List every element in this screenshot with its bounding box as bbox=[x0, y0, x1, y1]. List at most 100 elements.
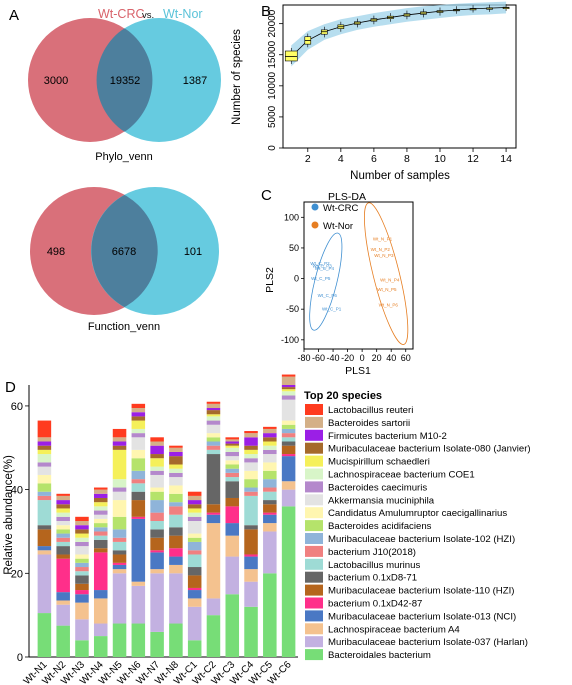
bar-segment bbox=[75, 525, 89, 530]
bar-segment bbox=[56, 529, 70, 534]
y-tick-label: 0 bbox=[267, 145, 278, 151]
bar-segment bbox=[169, 527, 183, 536]
legend-swatch bbox=[305, 404, 323, 415]
x-tick-label: 14 bbox=[500, 153, 512, 165]
bar-segment bbox=[93, 539, 108, 549]
x-tick-label: -80 bbox=[297, 353, 310, 363]
bar-segment bbox=[281, 445, 296, 455]
legend-title: Top 20 species bbox=[304, 390, 382, 402]
x-tick-label: 60 bbox=[401, 353, 411, 363]
bar-segment bbox=[150, 491, 164, 501]
bar-segment bbox=[93, 535, 108, 540]
bar-segment bbox=[75, 590, 89, 595]
bar-segment bbox=[56, 592, 70, 601]
bar-segment bbox=[187, 521, 202, 534]
bar-segment bbox=[75, 537, 89, 542]
bar-segment bbox=[131, 428, 146, 434]
legend: Wt-CRC Wt-Nor bbox=[311, 203, 358, 232]
bar-segment bbox=[169, 477, 183, 486]
bar-segment bbox=[37, 554, 52, 614]
bar-segment bbox=[187, 491, 202, 496]
bar-segment bbox=[112, 623, 127, 657]
bar-segment bbox=[169, 472, 183, 478]
bar-segment bbox=[187, 537, 202, 542]
sample-label: Wt_C_P2 bbox=[310, 261, 330, 266]
bar-segment bbox=[93, 514, 108, 519]
bar-segment bbox=[187, 550, 202, 555]
legend-label: Muribaculaceae bacterium Isolate-110 (HZ… bbox=[328, 586, 514, 597]
legend-marker-nor bbox=[311, 221, 319, 229]
legend-label: Lactobacillus reuteri bbox=[328, 405, 413, 416]
bar-segment bbox=[169, 468, 183, 473]
y-tick-label: 40 bbox=[11, 485, 23, 497]
bar-segment bbox=[131, 623, 146, 657]
bar-segment bbox=[131, 433, 146, 438]
bar-segment bbox=[131, 408, 146, 413]
bar-segment bbox=[187, 495, 202, 501]
bar-segment bbox=[206, 615, 221, 657]
sample-label: Wt_C_P5 bbox=[311, 276, 331, 281]
bar-segment bbox=[150, 529, 164, 538]
legend-label: Bacteroides sartorii bbox=[328, 418, 410, 429]
bar-segment bbox=[75, 541, 89, 547]
bar-segment bbox=[169, 564, 183, 574]
bar-segment bbox=[169, 502, 183, 507]
legend-label: Lachnospiraceae bacterium A4 bbox=[328, 624, 460, 635]
bar-segment bbox=[150, 500, 164, 513]
bar-segment bbox=[93, 531, 108, 536]
bar-segment bbox=[150, 552, 164, 570]
bar-segment bbox=[169, 573, 183, 624]
bar-segment bbox=[93, 493, 108, 498]
bar-segment bbox=[93, 590, 108, 599]
bar-segment bbox=[225, 456, 240, 461]
bar-segment bbox=[206, 512, 221, 515]
bar-segment bbox=[187, 640, 202, 657]
y-tick-label: -50 bbox=[286, 304, 299, 314]
bar-segment bbox=[263, 512, 277, 515]
bar-segment bbox=[281, 454, 296, 457]
bar-segment bbox=[112, 479, 127, 488]
bar-segment bbox=[112, 564, 127, 570]
chart-title: PLS-DA bbox=[328, 191, 366, 203]
bar-segment bbox=[263, 426, 277, 429]
legend-swatch bbox=[305, 636, 323, 648]
bar-segment bbox=[131, 449, 146, 459]
legend-swatch bbox=[305, 468, 323, 480]
bar-segment bbox=[56, 508, 70, 513]
legend-swatch bbox=[305, 494, 323, 506]
bar-segment bbox=[244, 487, 258, 492]
bar-segment bbox=[281, 391, 296, 396]
venn-caption: Function_venn bbox=[88, 321, 160, 333]
bar-segment bbox=[206, 403, 221, 409]
bar-segment bbox=[187, 533, 202, 538]
sample-label: Wt_C_P1 bbox=[322, 306, 342, 311]
sample-label: Wt_N_P3 bbox=[374, 253, 394, 258]
bar-segment bbox=[263, 573, 277, 657]
bar-segment bbox=[37, 420, 52, 438]
bar-segment bbox=[75, 562, 89, 568]
bar-segment bbox=[244, 445, 258, 450]
bar-segment bbox=[263, 470, 277, 480]
x-tick-label: 8 bbox=[404, 153, 410, 165]
venn-right-count: 101 bbox=[184, 246, 202, 258]
bar-segment bbox=[281, 506, 296, 657]
bar-segment bbox=[206, 514, 221, 524]
bar-segment bbox=[37, 613, 52, 657]
box bbox=[284, 50, 298, 62]
y-axis-label: Number of species bbox=[231, 29, 243, 125]
y-tick-label: 15000 bbox=[267, 40, 278, 68]
venn-right-count: 1387 bbox=[183, 75, 207, 87]
x-tick-label: 10 bbox=[434, 153, 446, 165]
y-tick-label: 0 bbox=[17, 652, 23, 664]
bar-segment bbox=[206, 424, 221, 434]
bar-segment bbox=[131, 483, 146, 492]
bar-segment bbox=[112, 437, 127, 442]
bar-segment bbox=[150, 437, 164, 442]
venn-header-left: Wt-CRC bbox=[98, 7, 145, 21]
bar-segment bbox=[263, 449, 277, 455]
bar-segment bbox=[187, 598, 202, 607]
legend-label: Lachnospiraceae bacterium COE1 bbox=[328, 470, 475, 481]
bar-segment bbox=[225, 535, 240, 557]
legend-swatch bbox=[305, 558, 323, 570]
